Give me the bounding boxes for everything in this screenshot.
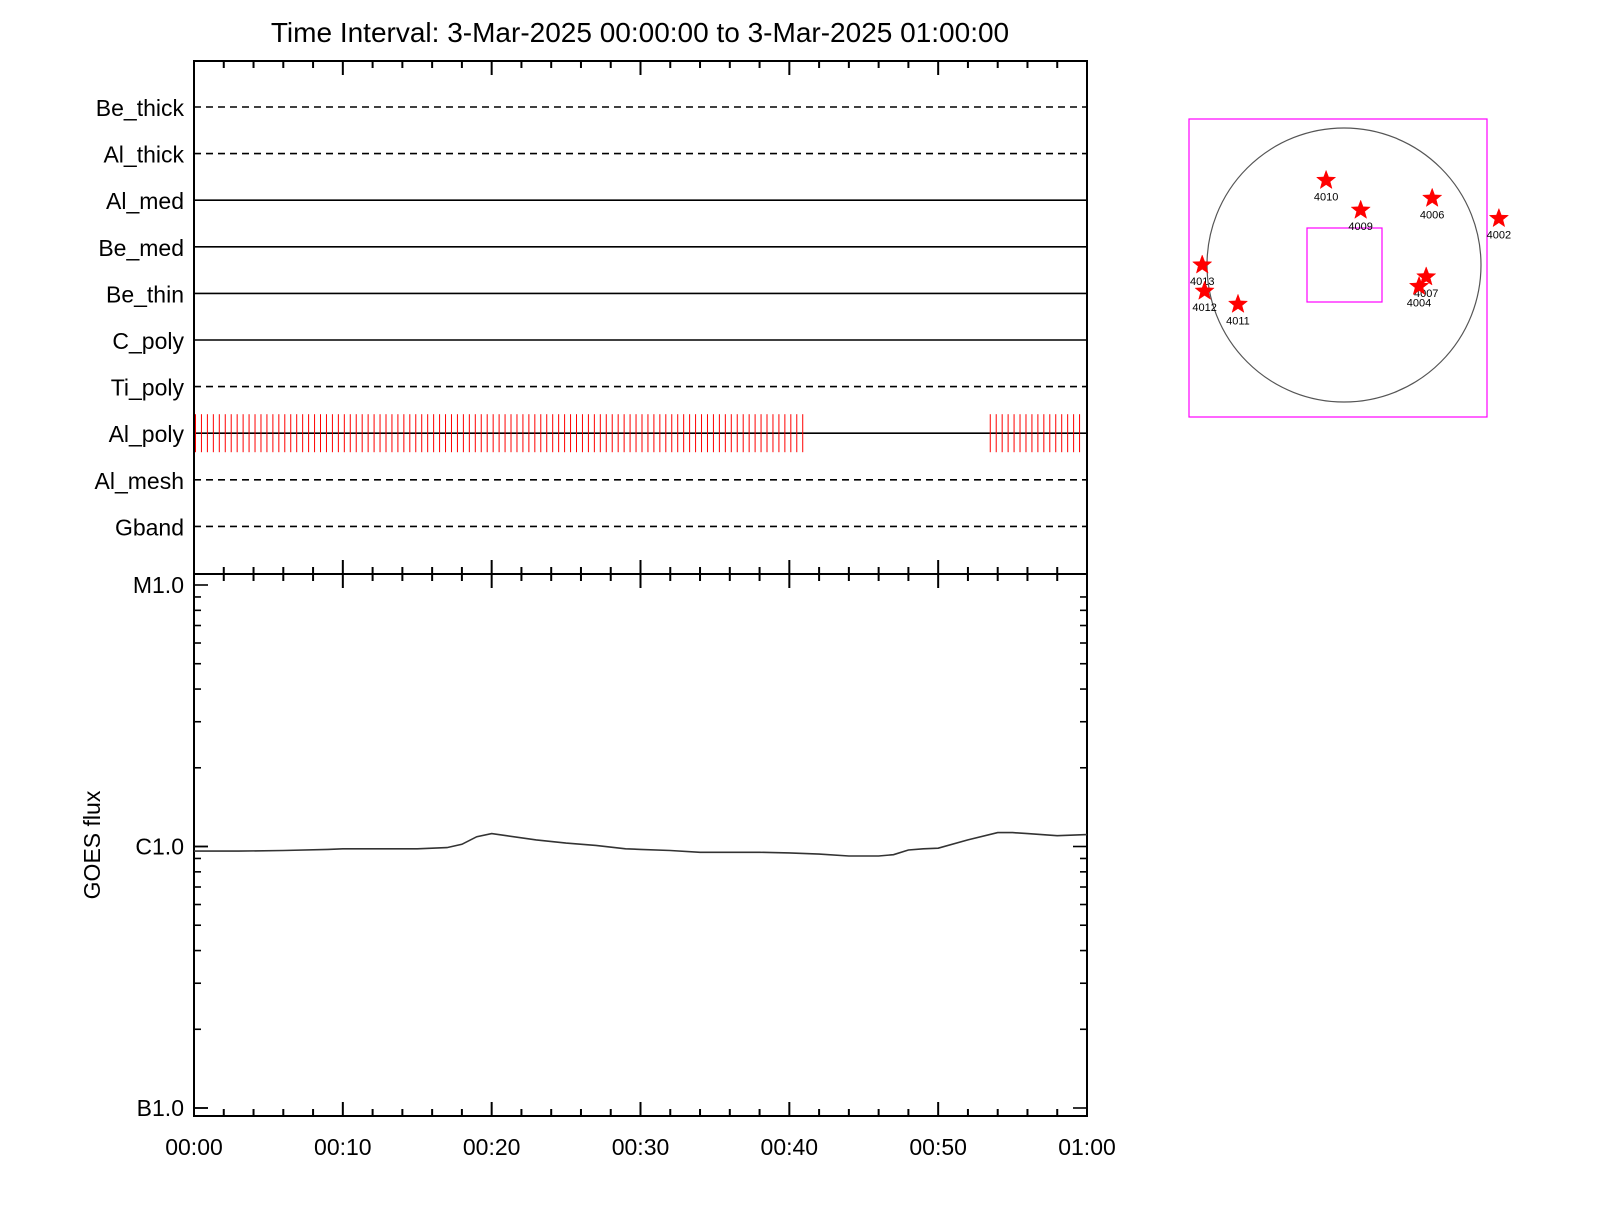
- filter-row-label: Ti_poly: [111, 375, 185, 401]
- active-region-star: [1416, 266, 1437, 286]
- active-region-label: 4009: [1348, 221, 1372, 233]
- flux-y-tick-label: B1.0: [137, 1095, 184, 1121]
- active-region-star: [1421, 187, 1443, 207]
- active-region-label: 4011: [1226, 315, 1250, 327]
- filter-row-label: Al_thick: [103, 142, 184, 168]
- active-region-star: [1192, 254, 1213, 274]
- active-region-label: 4012: [1192, 302, 1216, 314]
- flux-y-axis-label: GOES flux: [79, 790, 105, 899]
- flux-x-tick-label: 01:00: [1058, 1134, 1116, 1160]
- flux-x-tick-label: 00:50: [909, 1134, 967, 1160]
- goes-flux-panel: 00:00 00:10 00:20 00:30 00:40 00:50 01:00 B1.0 C…: [79, 572, 1116, 1160]
- filter-row-label: Al_mesh: [95, 468, 184, 494]
- flux-x-tick-label: 00:10: [314, 1134, 372, 1160]
- flux-y-tick-label: M1.0: [133, 572, 184, 598]
- filter-row-label: Be_thick: [96, 95, 185, 121]
- timeline-frame: [193, 60, 1088, 575]
- filter-row-label: Be_thin: [106, 281, 184, 307]
- active-region-star: [1194, 280, 1215, 300]
- filter-row-label: Al_poly: [109, 421, 185, 447]
- flux-x-tick-label: 00:30: [612, 1134, 670, 1160]
- active-region-star: [1315, 169, 1337, 190]
- map-frame: [1188, 118, 1488, 418]
- instrument-fov-box: [1306, 227, 1383, 303]
- filter-row-label: Al_med: [106, 188, 184, 214]
- active-region-star: [1350, 199, 1371, 219]
- active-region-label: 4002: [1487, 230, 1511, 242]
- flux-x-tick-label: 00:40: [761, 1134, 819, 1160]
- filter-timeline-panel: Be_thick Al_thick Al_med Be_med Be_thin C_pol…: [95, 60, 1088, 575]
- filter-row-label: C_poly: [112, 328, 184, 354]
- filter-row-label: Gband: [115, 514, 184, 540]
- active-region-label: 4013: [1190, 276, 1214, 288]
- flux-y-tick-label: C1.0: [135, 834, 184, 860]
- active-region-star: [1408, 275, 1430, 296]
- flux-frame: [193, 573, 1088, 1117]
- active-region-star: [1227, 293, 1249, 313]
- chart-title: Time Interval: 3-Mar-2025 00:00:00 to 3-…: [271, 17, 1009, 48]
- filter-row-label: Be_med: [98, 235, 184, 261]
- flux-x-tick-label: 00:20: [463, 1134, 521, 1160]
- solar-limb: [1206, 127, 1482, 403]
- goes-flux-series-line: [194, 831, 1088, 857]
- active-region-star: [1488, 207, 1510, 228]
- active-region-label: 4010: [1314, 191, 1338, 203]
- active-region-label: 4004: [1407, 297, 1431, 309]
- active-region-label: 4006: [1420, 209, 1444, 221]
- flux-x-tick-label: 00:00: [165, 1134, 223, 1160]
